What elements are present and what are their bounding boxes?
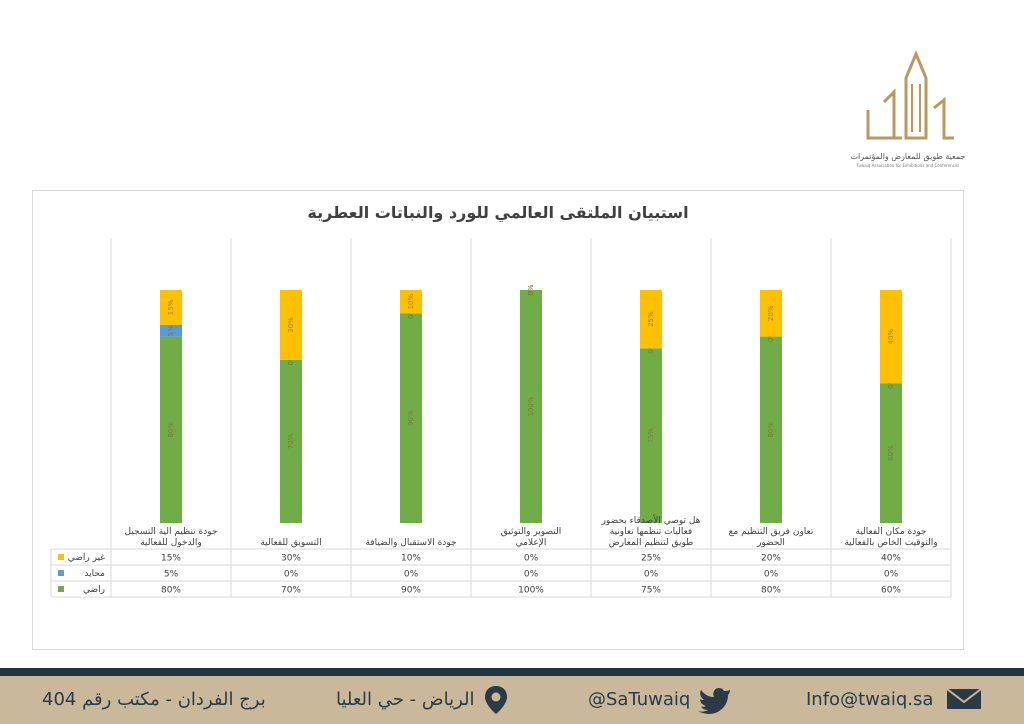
category-label: فعاليات تنظمها تعاونية bbox=[610, 527, 692, 537]
bar-data-label: 70% bbox=[287, 433, 295, 449]
legend-key bbox=[58, 586, 64, 592]
bar-data-label: 15% bbox=[167, 299, 175, 315]
table-cell: 0% bbox=[524, 570, 539, 580]
category-label: جودة الاستقبال والضيافة bbox=[365, 538, 456, 548]
table-cell: 100% bbox=[518, 586, 544, 596]
bar-segment bbox=[640, 348, 662, 523]
association-logo: جمعية طويق للمعارض والمؤتمرات Tuwaiq Ass… bbox=[838, 48, 978, 174]
footer-email[interactable]: Info@twaiq.sa bbox=[806, 689, 934, 710]
category-label: هل توصي الأصدقاء بحضور bbox=[601, 514, 701, 526]
footer-twitter-handle[interactable]: @SaTuwaiq bbox=[588, 689, 691, 710]
bar-data-label: 30% bbox=[287, 317, 295, 333]
category-label: الإعلامي bbox=[516, 538, 547, 548]
bar-segment bbox=[520, 290, 542, 523]
footer-location: الرياض - حي العليا bbox=[336, 689, 475, 710]
bar-data-label: 10% bbox=[407, 294, 415, 310]
table-cell: 40% bbox=[881, 554, 901, 564]
category-label: التسويق للفعالية bbox=[260, 538, 321, 548]
bar-data-label: 20% bbox=[767, 305, 775, 321]
table-cell: 0% bbox=[524, 554, 539, 564]
bar-segment bbox=[160, 324, 182, 337]
logo-tower bbox=[904, 50, 928, 140]
survey-chart: استبيان الملتقى العالمي للورد والنباتات … bbox=[50, 203, 952, 598]
table-cell: 15% bbox=[161, 554, 181, 564]
table-cell: 20% bbox=[761, 554, 781, 564]
bar-data-label: 100% bbox=[527, 396, 535, 416]
bar-data-label: 90% bbox=[407, 410, 415, 426]
twitter-icon[interactable] bbox=[696, 684, 734, 714]
bar-segment bbox=[760, 290, 782, 337]
table-cell: 90% bbox=[401, 586, 421, 596]
footer-office: برج الفردان - مكتب رقم 404 bbox=[42, 689, 266, 710]
legend-label: راضي bbox=[83, 585, 105, 595]
chart-frame: استبيان الملتقى العالمي للورد والنباتات … bbox=[32, 190, 964, 650]
legend-label: محايد bbox=[84, 569, 105, 579]
bar-segment bbox=[640, 290, 662, 349]
bar-segment bbox=[160, 336, 182, 523]
table-cell: 30% bbox=[281, 554, 301, 564]
table-cell: 80% bbox=[161, 586, 181, 596]
table-cell: 10% bbox=[401, 554, 421, 564]
bar-data-label: 40% bbox=[887, 328, 895, 344]
legend-label: غير راضي bbox=[68, 553, 106, 563]
table-cell: 70% bbox=[281, 586, 301, 596]
bar-segment bbox=[880, 290, 902, 384]
bar-segment bbox=[760, 336, 782, 523]
table-cell: 0% bbox=[404, 570, 419, 580]
location-pin-icon bbox=[485, 686, 507, 714]
category-label: جودة مكان الفعالية bbox=[856, 527, 927, 537]
category-label: التصوير والتوثيق bbox=[501, 527, 561, 537]
table-cell: 5% bbox=[164, 570, 179, 580]
category-label: جودة تنظيم الية التسجيل bbox=[125, 527, 218, 537]
table-cell: 0% bbox=[644, 570, 659, 580]
bar-data-label: 25% bbox=[647, 311, 655, 327]
bar-segment bbox=[880, 383, 902, 523]
table-cell: 0% bbox=[764, 570, 779, 580]
bar-segment bbox=[160, 290, 182, 325]
category-label: طويق لتنظيم المعارض bbox=[609, 538, 694, 548]
table-cell: 0% bbox=[884, 570, 899, 580]
category-label: والدخول للفعالية bbox=[140, 538, 202, 548]
logo-name-ar: جمعية طويق للمعارض والمؤتمرات bbox=[850, 152, 966, 161]
bar-data-label: 80% bbox=[167, 422, 175, 438]
legend-key bbox=[58, 570, 64, 576]
bar-data-label: 0% bbox=[527, 284, 535, 295]
category-label: والتوقيت الخاص بالفعالية bbox=[844, 538, 937, 548]
bar-segment bbox=[280, 359, 302, 523]
footer-divider bbox=[0, 668, 1024, 676]
table-cell: 75% bbox=[641, 586, 661, 596]
category-label: تعاون فريق التنظيم مع bbox=[729, 527, 814, 537]
bar-data-label: 5% bbox=[167, 325, 175, 336]
legend-key bbox=[58, 554, 64, 560]
bar-segment bbox=[400, 313, 422, 523]
bar-data-label: 60% bbox=[887, 445, 895, 461]
category-label: الحضور bbox=[756, 538, 785, 548]
logo-name-en: Tuwaiq Association for Exhibitions and C… bbox=[856, 163, 960, 168]
mail-icon bbox=[946, 688, 982, 709]
bar-data-label: 75% bbox=[647, 427, 655, 443]
table-cell: 0% bbox=[284, 570, 299, 580]
table-cell: 25% bbox=[641, 554, 661, 564]
table-cell: 80% bbox=[761, 586, 781, 596]
bar-segment bbox=[280, 290, 302, 360]
chart-title: استبيان الملتقى العالمي للورد والنباتات … bbox=[307, 203, 688, 223]
bar-segment bbox=[400, 290, 422, 314]
footer: Info@twaiq.sa @SaTuwaiq الرياض - حي العل… bbox=[0, 676, 1024, 724]
table-cell: 60% bbox=[881, 586, 901, 596]
bar-data-label: 80% bbox=[767, 422, 775, 438]
bar-data-label: 0% bbox=[527, 284, 535, 295]
